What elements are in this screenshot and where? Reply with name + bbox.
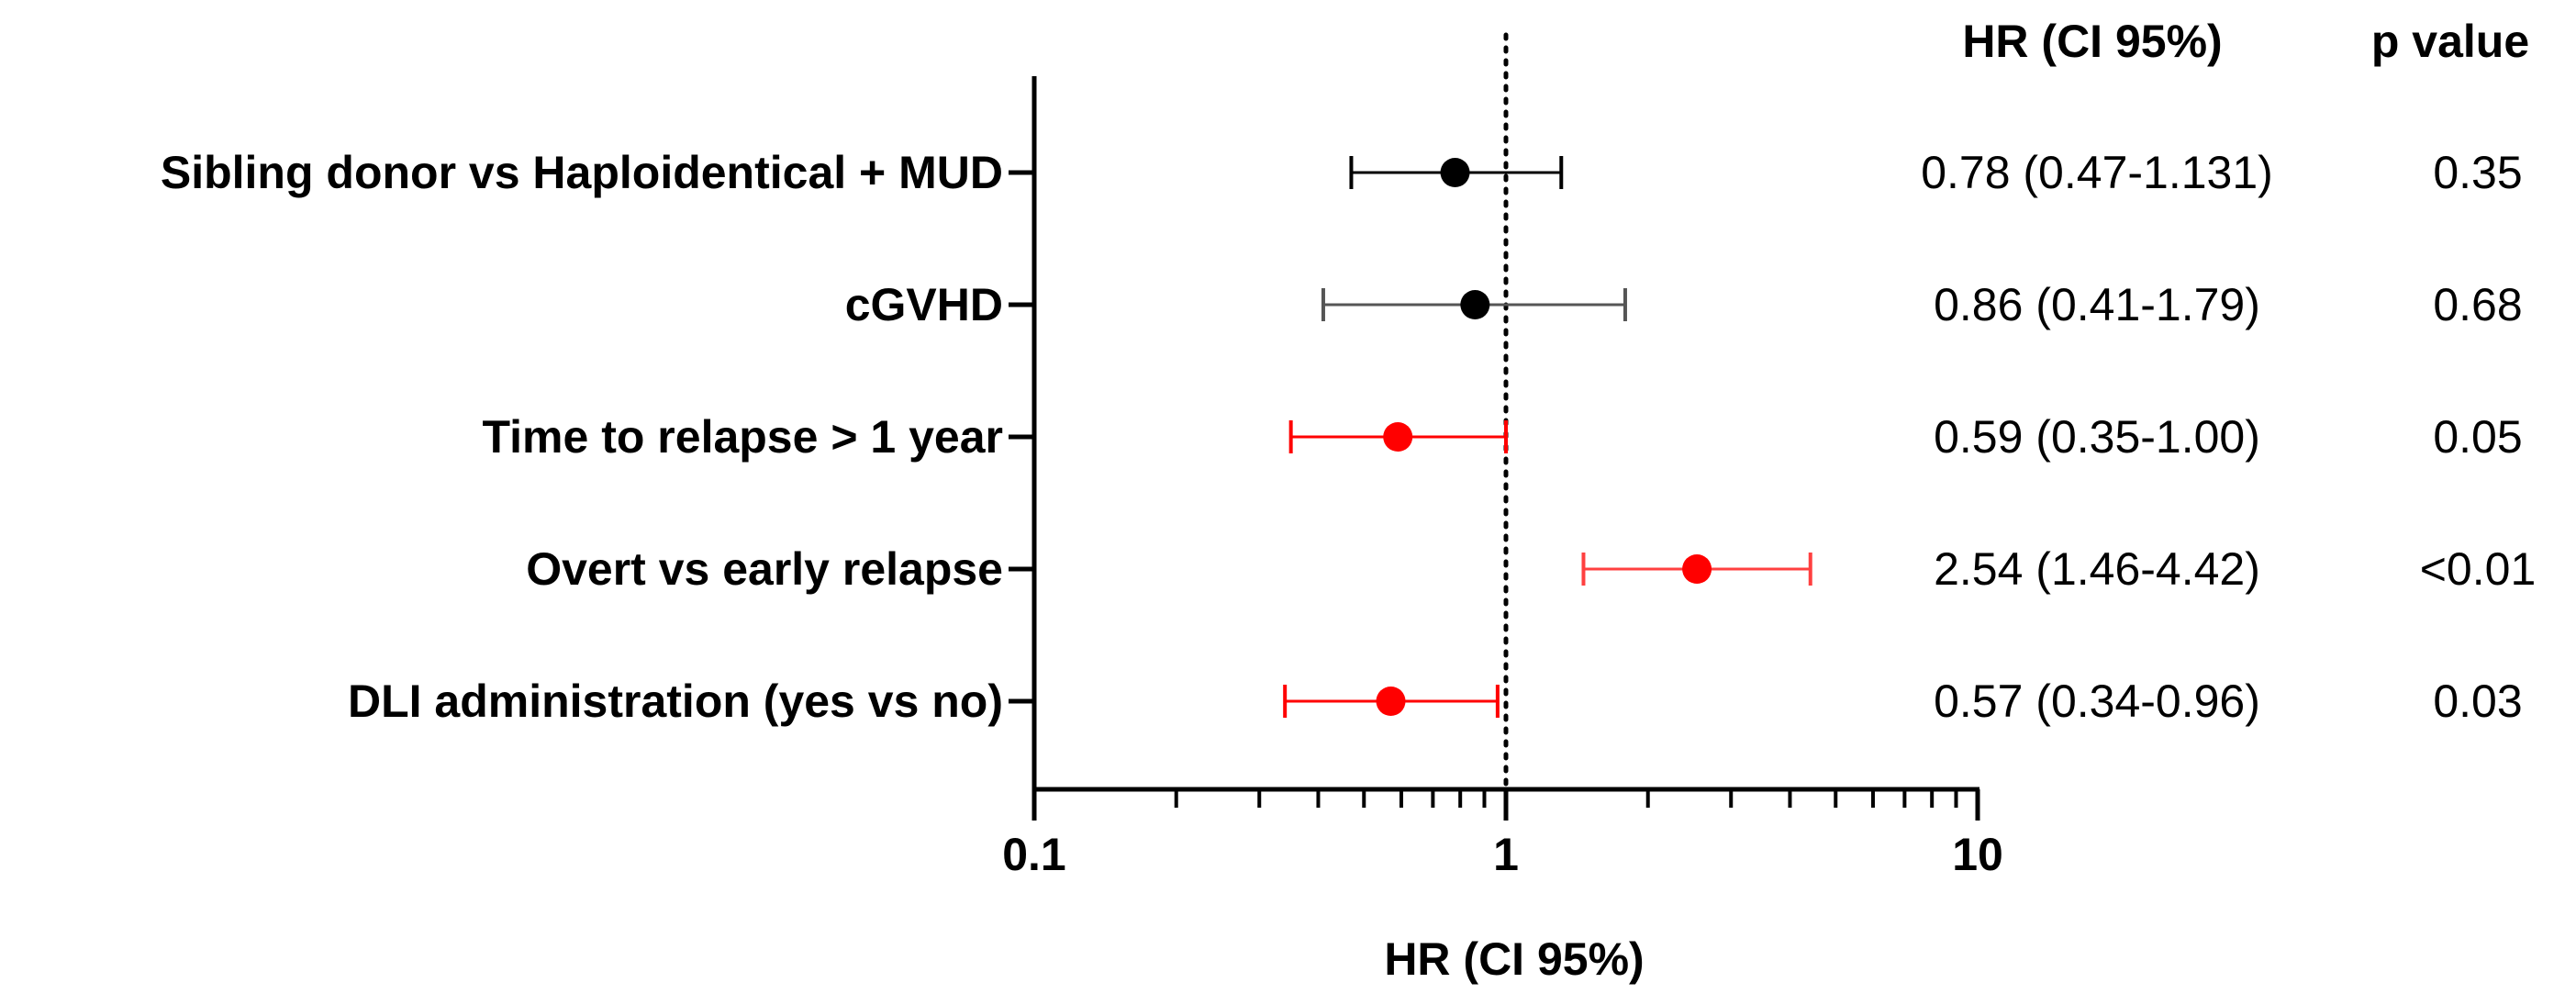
row-label: Time to relapse > 1 year xyxy=(483,411,1003,463)
hr-ci-value: 0.78 (0.47-1.131) xyxy=(1921,147,2273,198)
forest-row: Time to relapse > 1 year 0.59 (0.35-1.00)… xyxy=(483,411,2523,463)
x-tick-label: 10 xyxy=(1952,829,2003,880)
hr-point xyxy=(1383,422,1413,452)
row-label: Sibling donor vs Haploidentical + MUD xyxy=(161,147,1003,198)
row-label: Overt vs early relapse xyxy=(526,543,1003,595)
forest-row: Overt vs early relapse 2.54 (1.46-4.42) <0… xyxy=(526,543,2536,595)
hr-ci-value: 2.54 (1.46-4.42) xyxy=(1934,543,2260,595)
p-value-column-header: p value xyxy=(2371,16,2529,67)
hr-ci-value: 0.59 (0.35-1.00) xyxy=(1934,411,2260,463)
p-value: 0.35 xyxy=(2433,147,2522,198)
hr-ci-value: 0.86 (0.41-1.79) xyxy=(1934,279,2260,330)
hr-point xyxy=(1376,687,1406,716)
x-major-ticks: 0.1 1 10 xyxy=(1002,789,2003,880)
row-label: DLI administration (yes vs no) xyxy=(348,676,1003,727)
p-value: <0.01 xyxy=(2420,543,2537,595)
hr-point xyxy=(1440,158,1470,187)
x-tick-label: 0.1 xyxy=(1002,829,1066,880)
x-axis-title: HR (CI 95%) xyxy=(1384,933,1644,985)
forest-rows: Sibling donor vs Haploidentical + MUD 0.7… xyxy=(161,147,2536,727)
hr-column-header: HR (CI 95%) xyxy=(1962,16,2222,67)
x-tick-label: 1 xyxy=(1493,829,1519,880)
hr-point xyxy=(1682,554,1712,584)
row-label: cGVHD xyxy=(845,279,1003,330)
p-value: 0.68 xyxy=(2433,279,2522,330)
p-value: 0.05 xyxy=(2433,411,2522,463)
forest-row: Sibling donor vs Haploidentical + MUD 0.7… xyxy=(161,147,2523,198)
hr-point xyxy=(1460,290,1490,319)
x-minor-ticks xyxy=(1174,789,1958,808)
hr-ci-value: 0.57 (0.34-0.96) xyxy=(1934,676,2260,727)
forest-row: cGVHD 0.86 (0.41-1.79) 0.68 xyxy=(845,279,2523,330)
p-value: 0.03 xyxy=(2433,676,2522,727)
forest-row: DLI administration (yes vs no) 0.57 (0.34… xyxy=(348,676,2523,727)
